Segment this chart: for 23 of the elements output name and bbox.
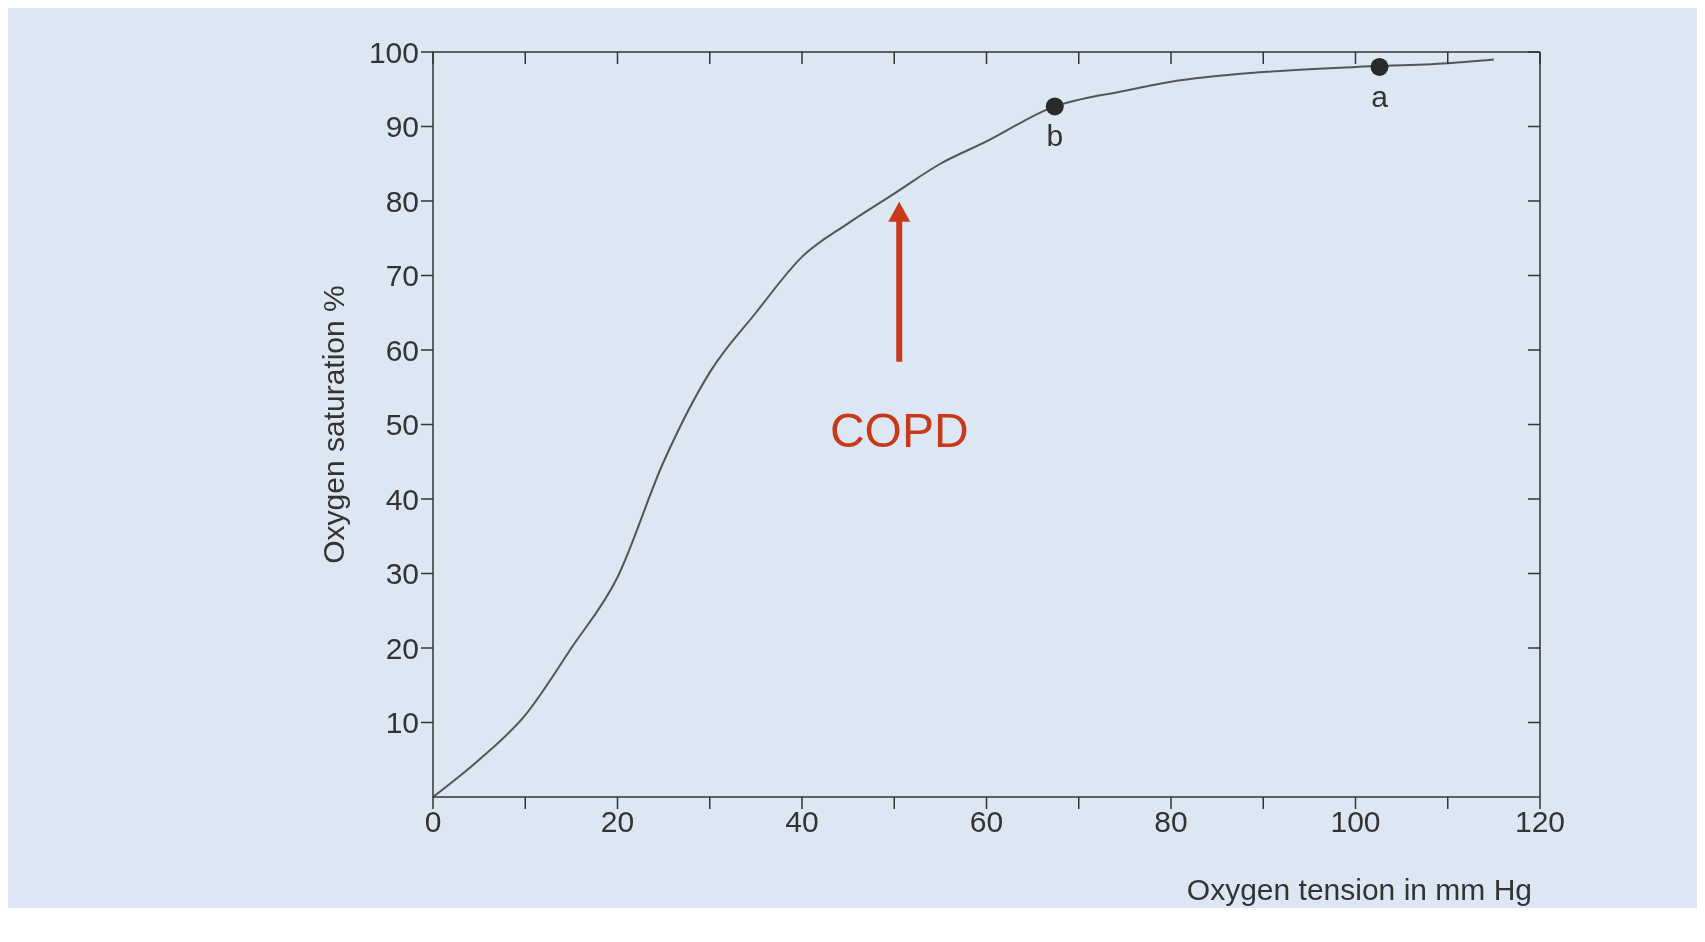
x-tick-label: 100: [1330, 805, 1381, 839]
data-label: b: [1046, 119, 1064, 153]
x-tick-label: 120: [1514, 805, 1566, 839]
x-tick-label: 80: [1154, 805, 1188, 839]
y-tick-label: 70: [385, 259, 419, 293]
y-tick-label: 20: [385, 631, 419, 665]
y-tick-label: 60: [385, 333, 419, 367]
y-tick-label: 10: [385, 706, 419, 740]
y-tick-label: 100: [368, 35, 419, 69]
x-tick-label: 40: [785, 805, 819, 839]
annotation: COPD: [829, 403, 969, 457]
x-axis-title: Oxygen tension in mm Hg: [1186, 873, 1532, 906]
y-axis-title: Oxygen saturation %: [316, 285, 350, 564]
line-series: [433, 58, 1495, 797]
y-tick-label: 80: [385, 184, 419, 218]
x-tick-label: 60: [969, 805, 1004, 839]
y-tick-label: 30: [385, 557, 419, 591]
x-tick-label: 0: [424, 805, 442, 839]
data-label: a: [1371, 79, 1389, 113]
x-tick-label: 20: [600, 805, 635, 839]
y-tick-label: 90: [385, 110, 419, 144]
y-tick-label: 50: [385, 408, 419, 442]
y-tick-label: 40: [385, 482, 419, 516]
